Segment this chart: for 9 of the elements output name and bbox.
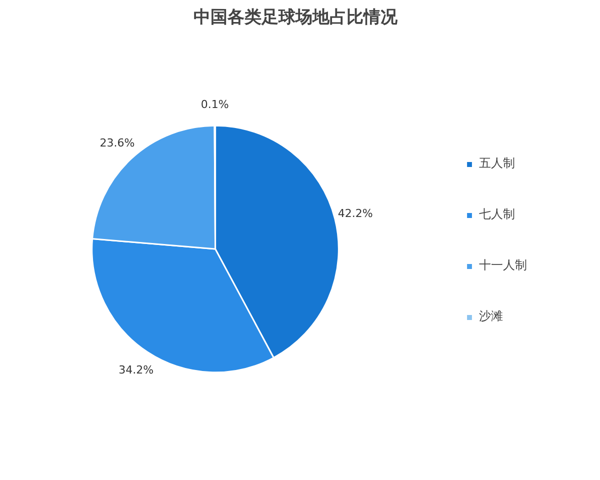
legend-label: 十一人制 [479, 257, 527, 274]
legend-label: 沙滩 [479, 308, 503, 325]
legend-label: 七人制 [479, 206, 515, 223]
legend-label: 五人制 [479, 155, 515, 172]
data-label: 34.2% [118, 364, 154, 377]
chart-title: 中国各类足球场地占比情况 [194, 8, 398, 28]
data-label: 23.6% [100, 136, 135, 150]
data-label: 42.2% [338, 207, 373, 220]
data-label: 0.1% [200, 98, 229, 111]
